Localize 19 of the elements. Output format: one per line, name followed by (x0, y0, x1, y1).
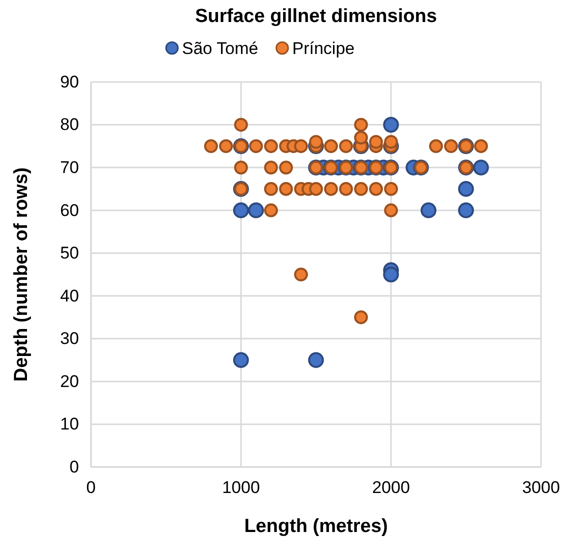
x-tick-label: 1000 (222, 478, 260, 498)
x-tick-label: 0 (86, 478, 96, 498)
x-tick-label: 3000 (522, 478, 560, 498)
y-tick-label: 80 (60, 115, 79, 134)
legend-label: Príncipe (292, 39, 355, 58)
chart-title: Surface gillnet dimensions (195, 6, 437, 27)
y-tick-label: 0 (70, 457, 79, 476)
y-tick-label: 30 (60, 329, 79, 348)
y-tick-label: 50 (60, 244, 79, 263)
y-tick-label: 70 (60, 158, 79, 177)
y-tick-label: 60 (60, 200, 79, 220)
y-tick-label: 90 (60, 72, 79, 92)
y-tick-label: 40 (60, 286, 79, 306)
x-axis-title: Length (metres) (244, 516, 388, 537)
y-axis-title: Depth (number of rows) (11, 167, 32, 382)
y-tick-label: 10 (60, 414, 79, 434)
y-tick-label: 20 (60, 372, 79, 391)
legend-label: São Tomé (182, 39, 258, 58)
x-tick-label: 2000 (372, 478, 410, 498)
